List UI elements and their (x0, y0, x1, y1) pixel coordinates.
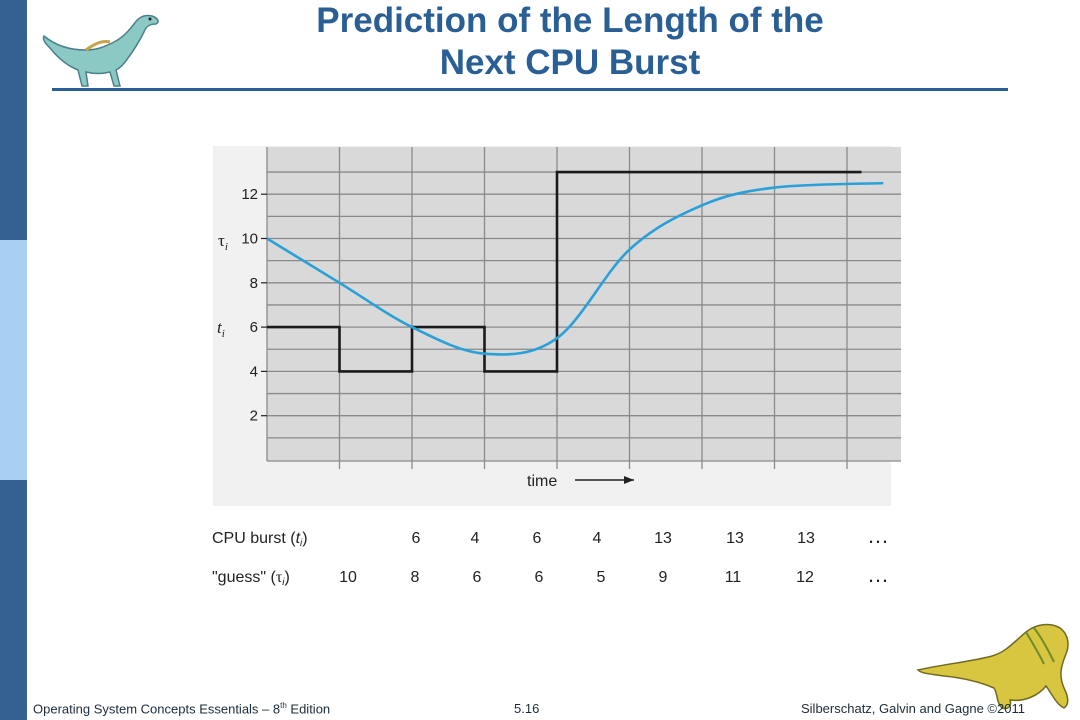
dinosaur-logo-bottom (916, 623, 1069, 710)
y-tick-label: 6 (250, 319, 258, 336)
table-row2-value: 5 (597, 569, 606, 586)
table-row2-value: 11 (725, 569, 742, 586)
slide-title: Prediction of the Length of the Next CPU… (170, 0, 970, 84)
table-row2-value: 10 (339, 569, 357, 586)
table-row2-value: 6 (535, 569, 544, 586)
table-row1-value: … (867, 523, 889, 548)
y-label-t: ti (217, 318, 225, 340)
footer-book-title-tail: Edition (286, 701, 331, 717)
footer-slide-number: 5.16 (514, 701, 540, 716)
footer-book-title-sup: th (280, 701, 287, 710)
y-tick-label: 12 (241, 186, 258, 203)
title-line-1: Prediction of the Length of the (316, 1, 824, 40)
y-tick-label: 8 (250, 275, 258, 292)
table-row1-value: 4 (471, 530, 480, 547)
title-line-2: Next CPU Burst (439, 43, 701, 82)
accent-bar-middle (0, 240, 27, 480)
accent-bar-bottom (0, 480, 27, 720)
table-row2-value: … (867, 562, 889, 587)
y-label-tau: τi (218, 231, 228, 253)
table-row1-value: 6 (533, 530, 542, 547)
table-row1-value: 13 (726, 530, 744, 547)
y-tick-label: 4 (250, 363, 258, 380)
y-tick-label: 2 (250, 408, 258, 425)
table-row1-value: 4 (593, 530, 602, 547)
table-row1-label: CPU burst (ti) (212, 530, 308, 549)
accent-bar-top (0, 0, 27, 240)
y-tick-label: 10 (241, 231, 258, 248)
table-row2-label: "guess" (τi) (212, 569, 290, 588)
series-group (266, 170, 884, 373)
time-arrow-head (624, 476, 634, 484)
table-row2-value: 12 (796, 569, 814, 586)
footer-copyright: Silberschatz, Galvin and Gagne ©2011 (801, 701, 1025, 716)
footer-book-title: Operating System Concepts Essentials – 8… (33, 701, 330, 716)
table-row2-value: 9 (659, 569, 668, 586)
x-axis-label: time (527, 473, 557, 490)
guess-curve (266, 181, 884, 356)
table-row2-value: 6 (473, 569, 482, 586)
table-row1-value: 13 (654, 530, 672, 547)
y-axis: 2 4 6 8 10 12 (241, 186, 267, 425)
table-row2-value: 8 (411, 569, 420, 586)
title-rule (52, 88, 1008, 91)
footer-book-title-text: Operating System Concepts Essentials – 8 (33, 701, 281, 717)
left-accent-bar (0, 0, 27, 720)
cpu-burst-step-line (267, 170, 862, 373)
burst-table: CPU burst (ti) "guess" (τi) 6 4 6 4 13 13 13 … 1… (212, 523, 889, 588)
table-row1-value: 6 (412, 530, 421, 547)
dinosaur-logo-top (42, 14, 159, 87)
table-row1-value: 13 (797, 530, 815, 547)
